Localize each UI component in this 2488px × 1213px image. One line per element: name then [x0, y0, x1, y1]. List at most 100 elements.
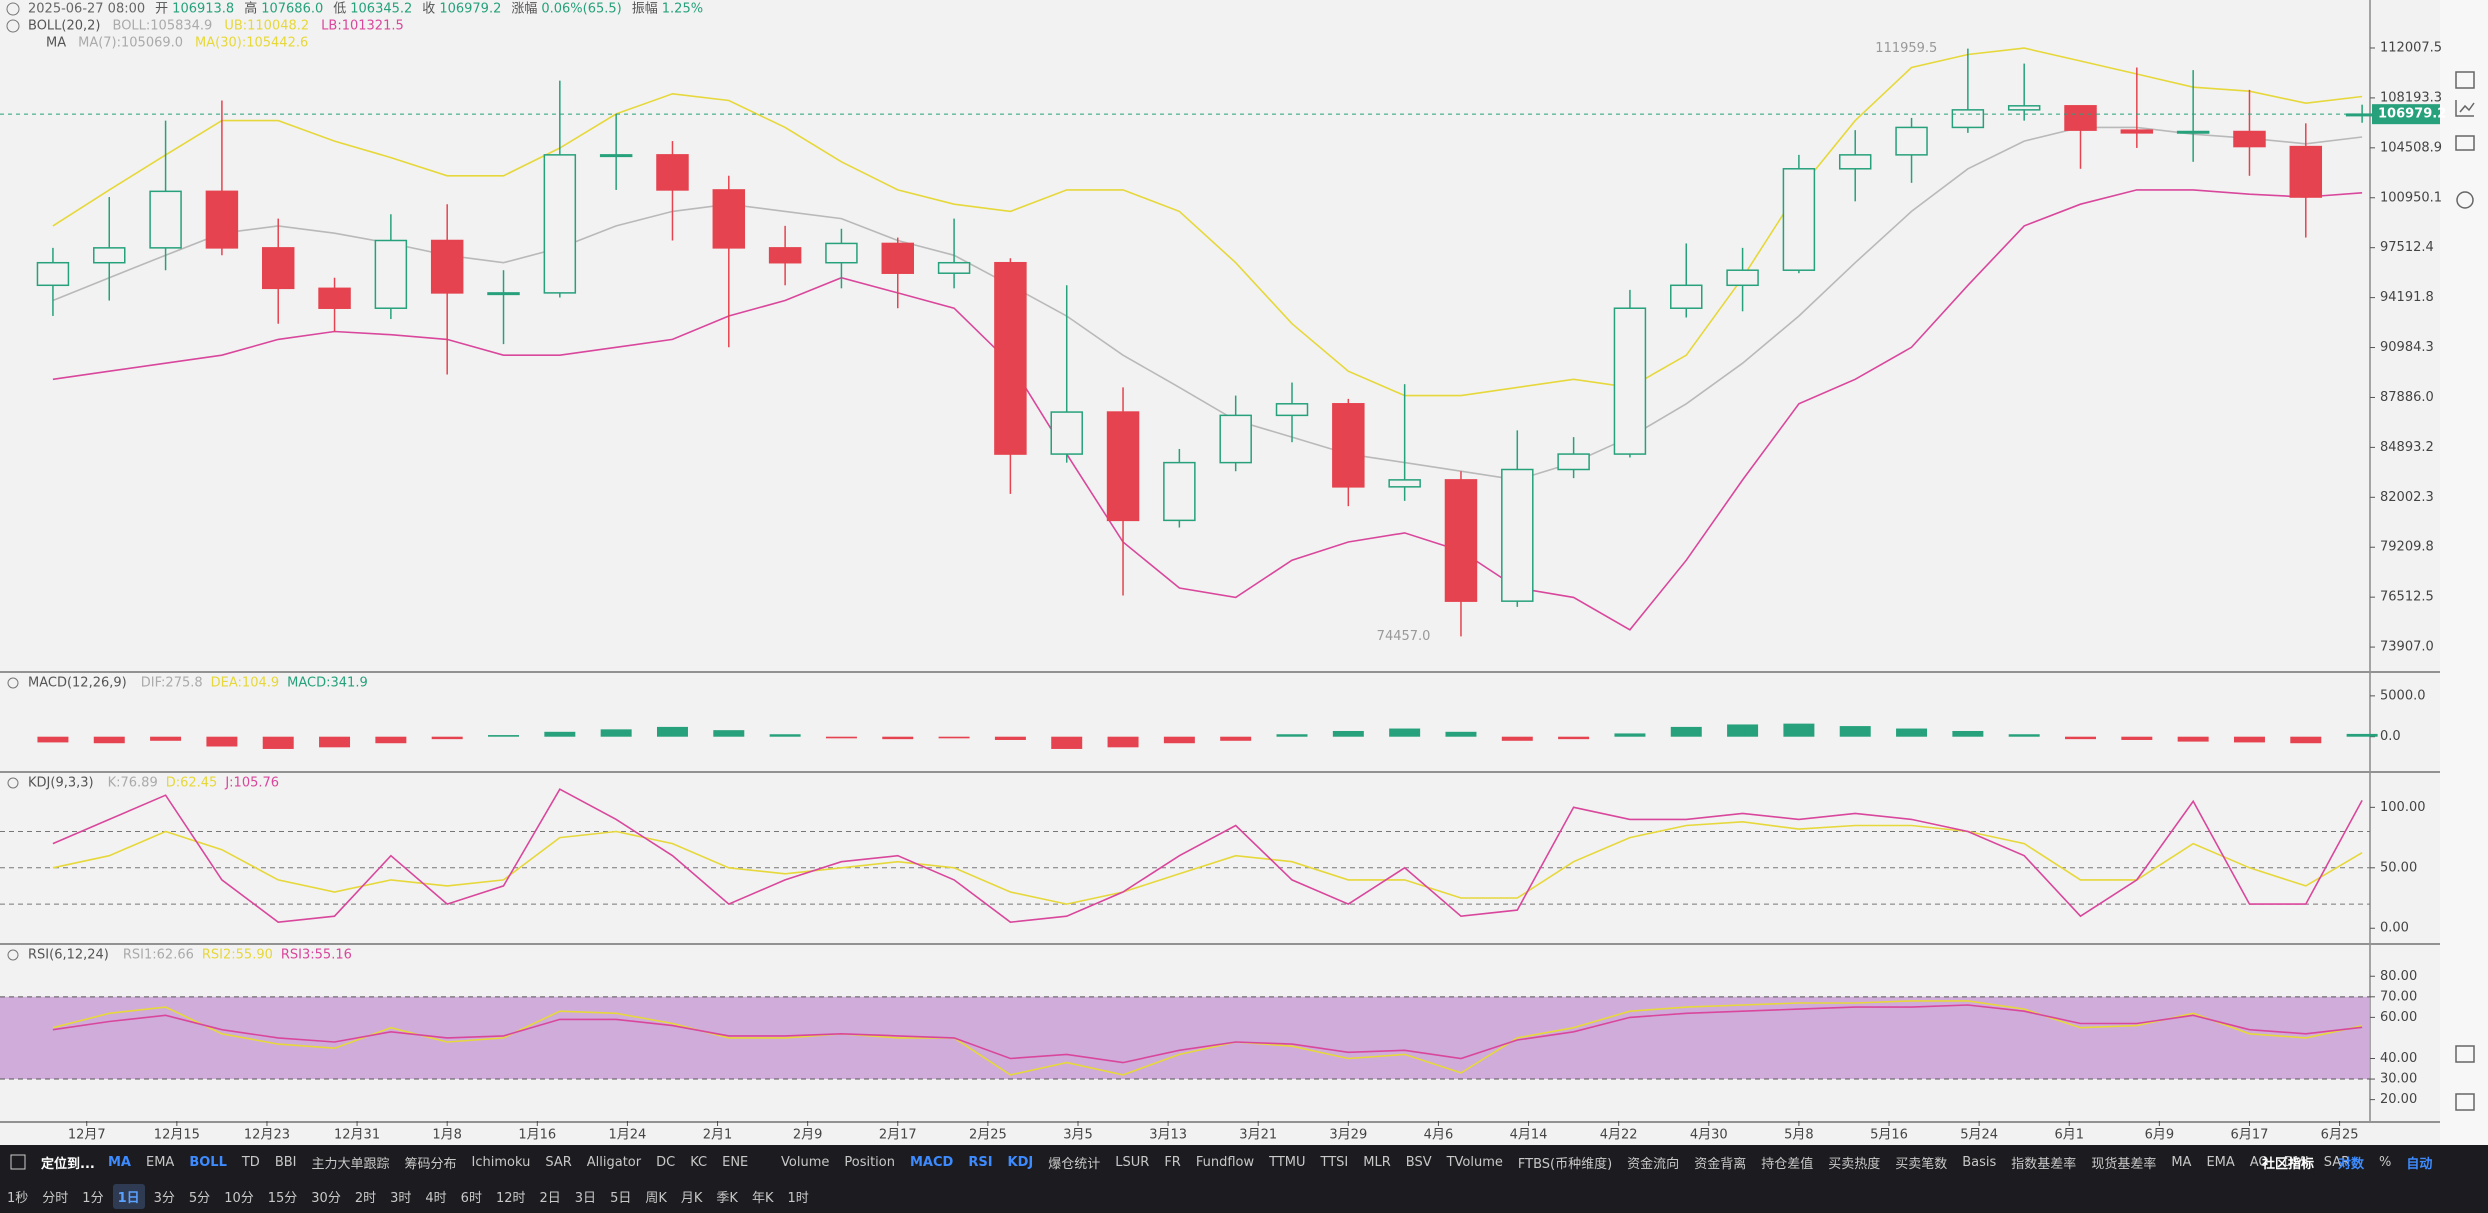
- indicator-line: [52, 1000, 2363, 1076]
- toolbar-item[interactable]: BBI: [274, 1154, 297, 1170]
- icon[interactable]: [2455, 1045, 2475, 1063]
- toolbar-item[interactable]: KC: [690, 1154, 708, 1170]
- candle-body: [1670, 284, 1703, 309]
- toolbar-item[interactable]: AO: [2249, 1154, 2269, 1170]
- toolbar-item[interactable]: 周K: [645, 1190, 667, 1206]
- toolbar-item[interactable]: LSUR: [1115, 1154, 1150, 1170]
- icon[interactable]: [2455, 135, 2475, 151]
- toolbar-item[interactable]: %: [2379, 1154, 2392, 1170]
- toolbar-item[interactable]: 持仓差值: [1761, 1156, 1814, 1172]
- info-text: 106913.8: [172, 2, 234, 17]
- toolbar-item[interactable]: FR: [1164, 1154, 1181, 1170]
- toolbar-item[interactable]: 1秒: [7, 1190, 29, 1206]
- toolbar-item[interactable]: 分时: [42, 1190, 69, 1206]
- toolbar-item[interactable]: 月K: [680, 1190, 703, 1206]
- toolbar-item[interactable]: 30分: [311, 1190, 341, 1206]
- toolbar-item[interactable]: SAR: [2323, 1154, 2351, 1170]
- toolbar-item[interactable]: MACD: [909, 1154, 954, 1170]
- toolbar-item[interactable]: BSV: [1405, 1154, 1432, 1170]
- toolbar-item[interactable]: 2日: [539, 1190, 561, 1206]
- toolbar-item[interactable]: 3日: [574, 1190, 597, 1206]
- toolbar-item[interactable]: 筹码分布: [404, 1156, 457, 1172]
- toolbar-item[interactable]: 10分: [224, 1190, 254, 1206]
- toolbar-item[interactable]: Basis: [1962, 1154, 1997, 1170]
- toolbar-item[interactable]: KDJ: [1007, 1154, 1034, 1170]
- x-tick-label: 1月16: [518, 1128, 556, 1143]
- toolbar-item[interactable]: 4时: [425, 1190, 447, 1206]
- candle-body: [599, 154, 633, 158]
- plot-layer: 112007.5 108193.3 104508.9 100950.1 97512.4 9…: [0, 0, 2446, 1143]
- candle-body: [881, 242, 914, 274]
- y-tick-label: 100950.1: [2380, 190, 2442, 205]
- toolbar-item[interactable]: EMA: [146, 1154, 175, 1170]
- community-button[interactable]: 社区指标: [2262, 1156, 2315, 1172]
- toolbar-item[interactable]: 3分: [153, 1190, 175, 1206]
- indicator-line: [52, 820, 2363, 905]
- toolbar-item[interactable]: 买卖热度: [1828, 1156, 1881, 1172]
- histogram-bar: [713, 730, 745, 737]
- locate-button[interactable]: 定位到...: [41, 1156, 95, 1172]
- candle-body: [937, 261, 971, 274]
- histogram-bar: [1220, 736, 1252, 741]
- y-tick-label: 20.00: [2380, 1092, 2417, 1107]
- toolbar-item[interactable]: 2时: [354, 1190, 377, 1206]
- toolbar-item[interactable]: Position: [844, 1154, 895, 1170]
- candle-body: [1838, 154, 1872, 170]
- toolbar-item[interactable]: Alligator: [586, 1154, 642, 1170]
- toolbar-item[interactable]: SAR: [545, 1154, 572, 1170]
- histogram-bar: [93, 736, 125, 744]
- toolbar-item[interactable]: 指数基差率: [2011, 1156, 2077, 1172]
- toolbar-item[interactable]: TD: [241, 1154, 260, 1170]
- toolbar-item[interactable]: 主力大单跟踪: [311, 1156, 390, 1172]
- candle-body: [1275, 403, 1309, 417]
- histogram-bar: [938, 736, 970, 739]
- toolbar-item[interactable]: 年K: [751, 1190, 774, 1206]
- toolbar-item[interactable]: 资金流向: [1627, 1156, 1680, 1172]
- y-tick-label: 79209.8: [2380, 540, 2434, 555]
- toolbar-item[interactable]: MLR: [1363, 1154, 1391, 1170]
- toolbar-item[interactable]: RSI: [968, 1154, 993, 1170]
- toolbar-item[interactable]: FTBS(币种维度): [1517, 1156, 1613, 1172]
- toolbar-item[interactable]: 季K: [716, 1190, 738, 1206]
- toolbar-item[interactable]: 自动: [2406, 1156, 2433, 1172]
- toolbar-item[interactable]: 买卖笔数: [1895, 1156, 1948, 1172]
- candle-body: [1501, 468, 1534, 602]
- toolbar-item[interactable]: TTSI: [1320, 1154, 1349, 1170]
- toolbar-item[interactable]: 5日: [610, 1190, 632, 1206]
- toolbar-item[interactable]: 爆仓统计: [1048, 1156, 1101, 1172]
- icon[interactable]: [2455, 100, 2475, 117]
- toolbar-item[interactable]: 6时: [460, 1190, 482, 1206]
- icon[interactable]: [2455, 1093, 2475, 1111]
- toolbar-item[interactable]: 15分: [267, 1190, 298, 1206]
- toolbar-item[interactable]: DC: [656, 1154, 676, 1170]
- toolbar-item[interactable]: MA: [108, 1154, 131, 1170]
- toolbar-item[interactable]: MA: [2171, 1154, 2192, 1170]
- toolbar-item[interactable]: 5分: [188, 1190, 211, 1206]
- histogram-bar: [2065, 736, 2096, 740]
- toolbar-item[interactable]: TVolume: [1446, 1154, 1503, 1170]
- icon[interactable]: [2455, 71, 2475, 89]
- toolbar-item[interactable]: 资金背离: [1694, 1156, 1747, 1172]
- x-tick-label: 1月24: [609, 1128, 647, 1143]
- toolbar-item[interactable]: 对数: [2338, 1156, 2365, 1172]
- toolbar-item[interactable]: Fundflow: [1195, 1154, 1255, 1170]
- toolbar-item[interactable]: 现货基差率: [2091, 1156, 2157, 1172]
- toolbar-item[interactable]: Ichimoku: [471, 1154, 531, 1170]
- toolbar-item[interactable]: 3时: [390, 1190, 412, 1206]
- toolbar-item[interactable]: DMI: [2283, 1154, 2309, 1170]
- icon[interactable]: [2456, 191, 2474, 209]
- toolbar-item[interactable]: ENE: [722, 1154, 749, 1170]
- toolbar-item[interactable]: BOLL: [189, 1154, 227, 1170]
- toolbar-item[interactable]: Volume: [781, 1154, 830, 1170]
- toolbar-item[interactable]: TTMU: [1269, 1154, 1306, 1170]
- candle-body: [36, 261, 70, 287]
- toolbar-item[interactable]: EMA: [2206, 1154, 2235, 1170]
- toolbar-item[interactable]: 1日: [112, 1183, 145, 1209]
- candle-body: [374, 239, 408, 309]
- toolbar-item[interactable]: 1时: [787, 1190, 809, 1206]
- toolbar-item[interactable]: 1分: [82, 1190, 104, 1206]
- sidebar-icons: [2455, 71, 2475, 1111]
- x-tick-label: 12月31: [334, 1128, 380, 1143]
- toolbar-item[interactable]: 12时: [495, 1190, 526, 1206]
- candle-body: [1951, 109, 1985, 129]
